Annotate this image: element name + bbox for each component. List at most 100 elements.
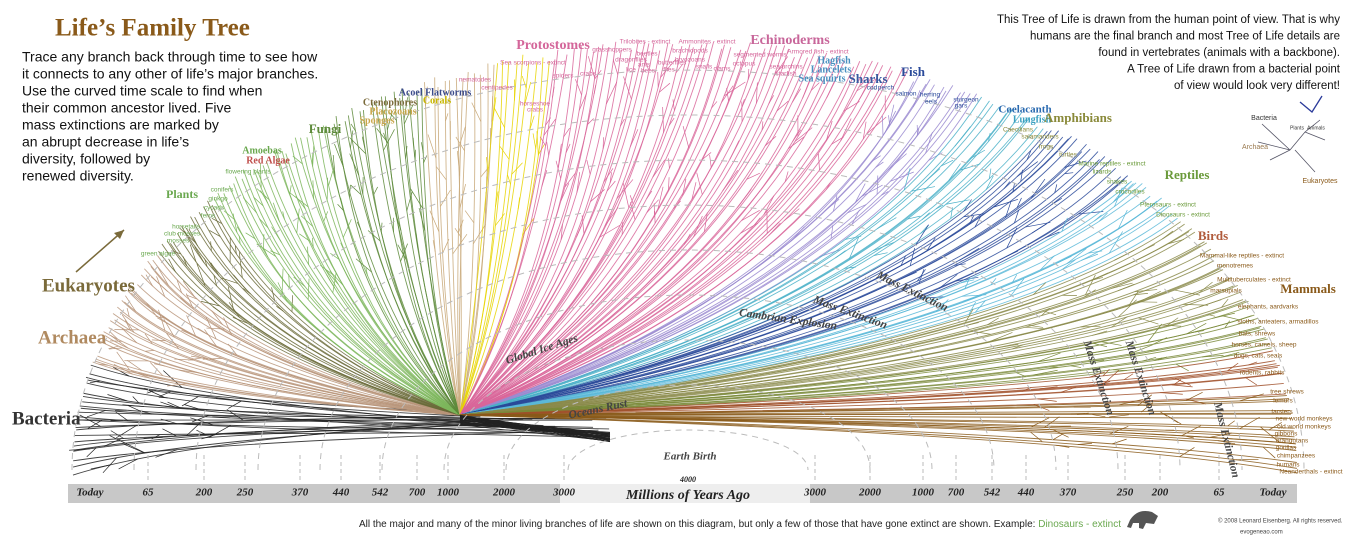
twig [102,457,117,474]
intro-line: mass extinctions are marked by [22,117,219,133]
intro-line: diversity, followed by [22,151,150,167]
title: Life’s Family Tree [55,15,250,42]
branch [459,382,1284,416]
time-label: 3000 [803,487,827,499]
branch [257,171,461,416]
twig [630,129,639,147]
twig [511,162,523,175]
twig [993,199,1019,208]
species-label: monotremes [1217,263,1254,270]
twig [1055,444,1070,448]
species-label: sea urchins [769,64,803,71]
twig [1085,274,1096,295]
branch [459,44,725,416]
twig [1217,440,1236,445]
twig [881,191,889,196]
species-label: new world monkeys [1275,416,1333,423]
group-label: Echinoderms [750,33,830,48]
species-label: lice [626,67,636,74]
time-label: 3000 [552,487,576,499]
branch [459,412,1293,416]
twig [555,160,562,179]
twig [1101,341,1122,346]
twig [784,171,789,182]
twig [968,301,976,315]
twig [523,81,532,107]
twig [256,243,277,257]
branch [234,176,461,416]
twig [1070,365,1082,368]
branch [104,335,461,416]
branch [249,173,461,416]
twig [935,299,949,312]
twig [729,140,740,160]
branch [459,175,1129,416]
species-label: horsetails [172,224,201,231]
twig [765,135,777,146]
twig [211,218,222,224]
twig [182,280,195,298]
species-label: tree shrews [1270,389,1304,396]
branch [74,432,519,437]
twig [958,247,980,261]
time-label: 370 [291,487,309,499]
branch [459,414,1298,474]
branch [459,50,622,416]
note-line: of view would look very different! [1174,80,1340,92]
twig [350,123,356,131]
twig [1092,330,1108,336]
time-arc [505,384,871,471]
twig [330,253,340,260]
branch [459,46,600,416]
time-title: Millions of Years Ago [625,488,750,503]
branch [459,48,766,416]
domain-label: Bacteria [12,408,81,429]
twig [245,232,256,239]
twig [234,245,237,255]
branch [459,52,803,416]
branch [207,200,461,416]
branch [459,54,524,416]
twig [909,247,916,266]
group-label: Birds [1198,228,1228,243]
twig [151,434,161,440]
twig [383,129,395,151]
twig [963,199,972,212]
twig [987,317,999,326]
twig [1117,299,1137,318]
twig [200,300,220,307]
species-label: cod [867,85,878,92]
twig [138,372,163,380]
twig [1227,420,1235,427]
twig [877,217,897,229]
branch [437,86,461,416]
branch [82,401,533,420]
twig [1111,282,1133,289]
branch [459,347,1272,416]
group-label: Fungi [309,121,342,136]
species-label: brachiopods [672,48,708,55]
branch [459,45,786,416]
time-arc [443,339,933,471]
twig [495,213,505,226]
twig [126,307,130,317]
twig [564,173,576,188]
twig [861,184,883,197]
twig [830,225,834,239]
twig [1094,214,1102,222]
twig [425,86,428,106]
twig [791,226,805,242]
branch [459,284,1238,416]
branch [459,44,674,416]
branch [459,159,1112,416]
twig [1157,356,1168,361]
twig [857,84,869,103]
twig [162,428,178,437]
twig [432,240,436,252]
twig [121,314,135,333]
twig [1181,425,1201,437]
twig [954,126,971,147]
branch [457,78,464,416]
twig [349,185,351,197]
twig [1173,379,1182,385]
